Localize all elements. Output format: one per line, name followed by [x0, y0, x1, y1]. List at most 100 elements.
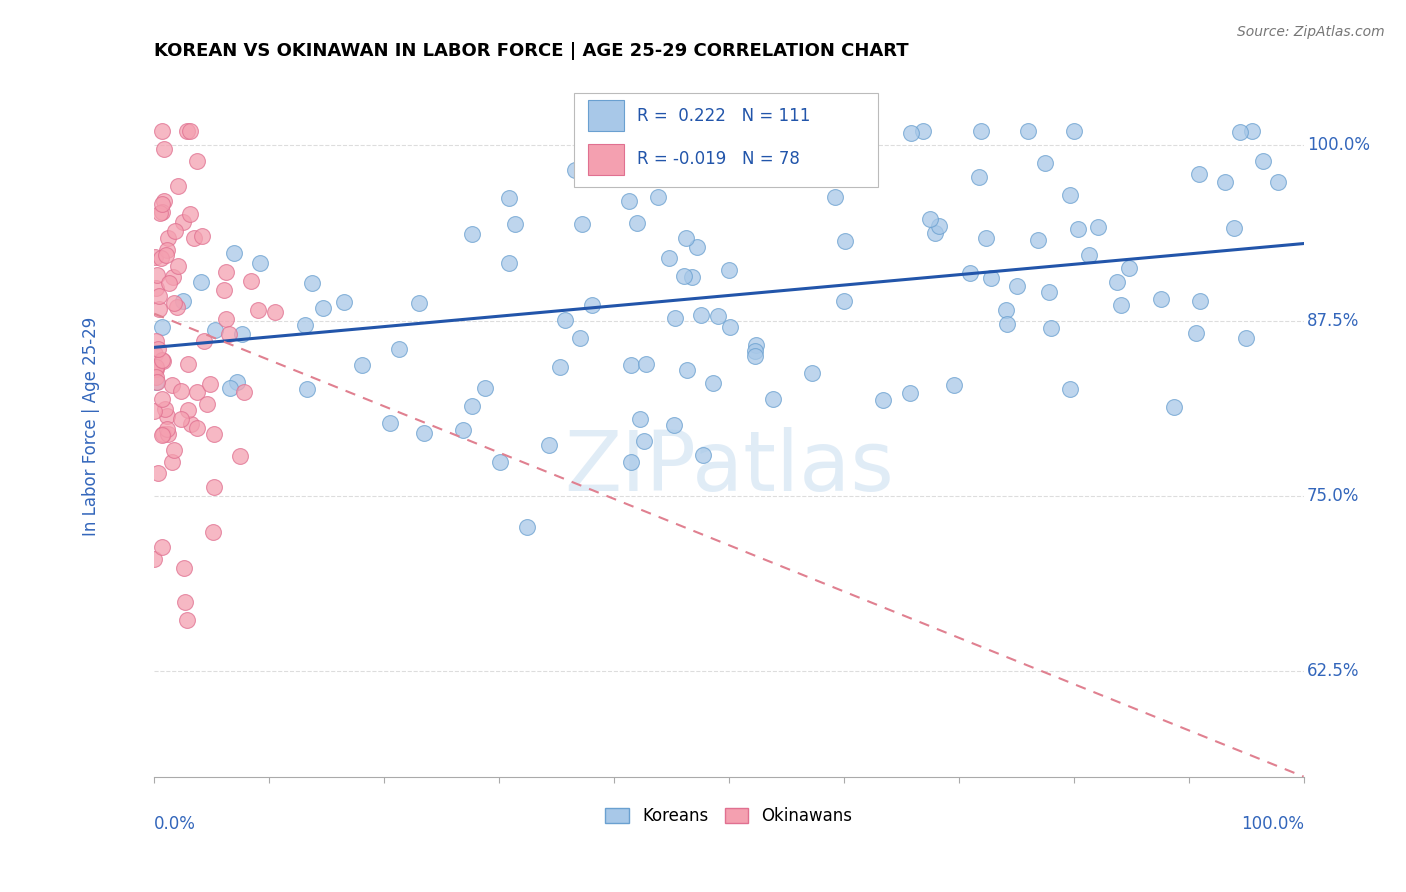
Point — [179, 124, 201, 138]
Point — [186, 421, 208, 435]
Point — [183, 230, 205, 244]
Point — [202, 524, 225, 539]
Point — [157, 276, 180, 290]
Point — [918, 212, 941, 227]
Point — [633, 434, 655, 448]
Point — [167, 178, 190, 193]
Point — [460, 399, 482, 413]
Point — [148, 466, 170, 480]
Point — [581, 297, 603, 311]
Point — [568, 331, 591, 345]
Point — [153, 194, 176, 209]
Text: KOREAN VS OKINAWAN IN LABOR FORCE | AGE 25-29 CORRELATION CHART: KOREAN VS OKINAWAN IN LABOR FORCE | AGE … — [155, 42, 908, 60]
Point — [773, 160, 796, 174]
Point — [1241, 124, 1264, 138]
Point — [149, 206, 172, 220]
Point — [681, 269, 703, 284]
Point — [1163, 400, 1185, 414]
Text: 62.5%: 62.5% — [1308, 663, 1360, 681]
Point — [970, 124, 993, 138]
Point — [162, 296, 184, 310]
Text: In Labor Force | Age 25-29: In Labor Force | Age 25-29 — [82, 317, 100, 535]
Point — [172, 293, 194, 308]
Point — [160, 455, 183, 469]
Point — [801, 366, 824, 380]
Point — [474, 381, 496, 395]
Point — [626, 216, 648, 230]
Point — [1059, 382, 1081, 396]
Point — [658, 252, 681, 266]
Point — [664, 311, 686, 326]
Point — [150, 540, 173, 554]
Point — [1107, 275, 1129, 289]
Point — [143, 362, 166, 376]
Point — [240, 275, 263, 289]
Point — [174, 595, 197, 609]
Point — [176, 357, 198, 371]
Point — [215, 264, 238, 278]
Point — [1229, 125, 1251, 139]
Point — [231, 326, 253, 341]
Point — [204, 323, 226, 337]
Point — [166, 259, 188, 273]
Point — [155, 248, 177, 262]
Point — [617, 194, 640, 208]
Point — [170, 384, 193, 398]
Point — [1118, 260, 1140, 275]
Point — [762, 392, 785, 406]
Text: 75.0%: 75.0% — [1308, 487, 1360, 505]
Point — [173, 561, 195, 575]
Point — [177, 403, 200, 417]
Point — [675, 362, 697, 376]
Point — [1087, 220, 1109, 235]
Point — [675, 231, 697, 245]
Point — [488, 455, 510, 469]
Point — [263, 304, 285, 318]
Point — [215, 312, 238, 326]
Point — [312, 301, 335, 315]
Point — [176, 124, 198, 138]
Point — [959, 266, 981, 280]
Point — [145, 370, 167, 384]
Point — [1185, 326, 1208, 340]
Point — [294, 318, 316, 332]
Text: 87.5%: 87.5% — [1308, 311, 1360, 330]
Point — [1026, 234, 1049, 248]
Point — [246, 302, 269, 317]
Point — [378, 416, 401, 430]
Point — [143, 552, 166, 566]
Point — [195, 397, 218, 411]
Point — [150, 427, 173, 442]
Point — [718, 320, 741, 334]
Point — [156, 427, 179, 442]
Point — [620, 455, 643, 469]
Point — [176, 613, 198, 627]
Point — [967, 170, 990, 185]
Point — [1234, 331, 1257, 345]
Point — [744, 349, 766, 363]
Text: R =  0.222   N = 111: R = 0.222 N = 111 — [637, 107, 810, 125]
Point — [554, 312, 576, 326]
Point — [571, 217, 593, 231]
Point — [898, 386, 921, 401]
Point — [191, 229, 214, 244]
Point — [333, 294, 356, 309]
Legend: Koreans, Okinawans: Koreans, Okinawans — [599, 800, 859, 831]
Point — [190, 275, 212, 289]
Point — [145, 359, 167, 374]
Point — [150, 392, 173, 406]
Point — [186, 384, 208, 399]
Point — [628, 411, 651, 425]
Point — [156, 231, 179, 245]
Point — [1017, 124, 1039, 138]
Point — [1253, 153, 1275, 168]
Point — [408, 296, 430, 310]
Point — [1222, 221, 1244, 235]
Point — [150, 352, 173, 367]
Point — [744, 343, 766, 358]
Point — [717, 263, 740, 277]
Point — [143, 250, 166, 264]
Point — [1111, 297, 1133, 311]
Point — [707, 309, 730, 323]
Text: R = -0.019   N = 78: R = -0.019 N = 78 — [637, 151, 800, 169]
